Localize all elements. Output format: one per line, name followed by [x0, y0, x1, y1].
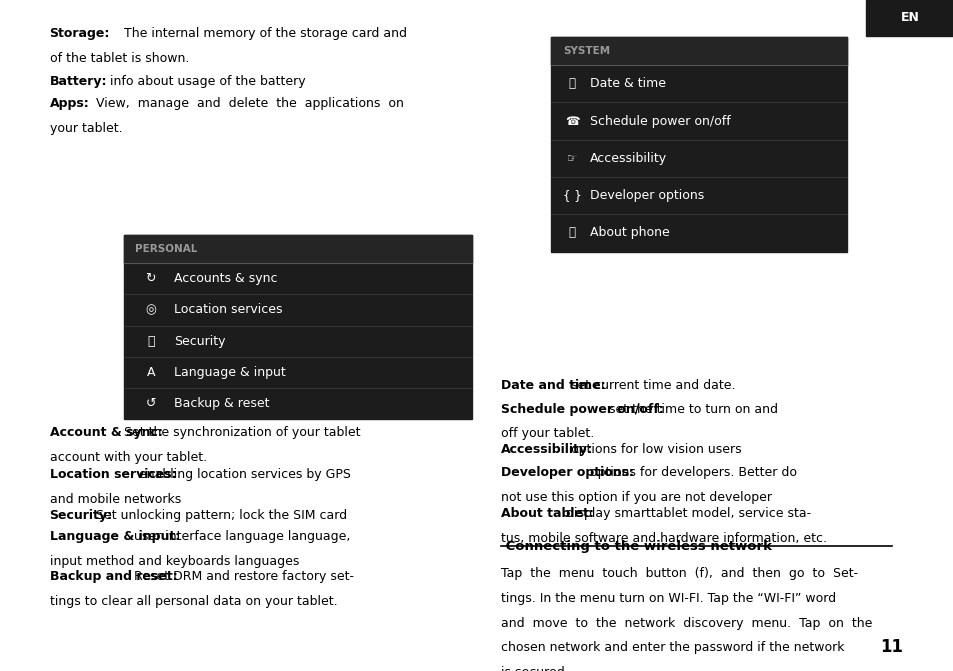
Text: and  move  to  the  network  discovery  menu.  Tap  on  the: and move to the network discovery menu. …: [500, 617, 871, 629]
Text: About phone: About phone: [589, 227, 669, 240]
Text: Accessibility:: Accessibility:: [500, 443, 592, 456]
Text: account with your tablet.: account with your tablet.: [50, 451, 207, 464]
Text: tus, mobile software and hardware information, etc.: tus, mobile software and hardware inform…: [500, 532, 826, 545]
Text: Backup and reset:: Backup and reset:: [50, 570, 177, 583]
Text: 11: 11: [880, 638, 902, 656]
Text: Security:: Security:: [50, 509, 112, 521]
Text: Storage:: Storage:: [50, 27, 110, 40]
Text: Security: Security: [173, 335, 225, 348]
Text: options for low vision users: options for low vision users: [566, 443, 740, 456]
Text: Tap  the  menu  touch  button  (f),  and  then  go  to  Set-: Tap the menu touch button (f), and then …: [500, 567, 857, 580]
Text: About tablet:: About tablet:: [500, 507, 593, 520]
Text: Set unlocking pattern; lock the SIM card: Set unlocking pattern; lock the SIM card: [92, 509, 347, 521]
Bar: [124, 235, 472, 419]
Text: Account & sync:: Account & sync:: [50, 426, 162, 439]
Text: Date & time: Date & time: [589, 77, 665, 90]
Text: your tablet.: your tablet.: [50, 122, 122, 135]
Text: Schedule power on/off: Schedule power on/off: [589, 115, 730, 127]
Text: ⓘ: ⓘ: [568, 227, 576, 240]
Bar: [551, 37, 846, 65]
Text: Language & input: Language & input: [173, 366, 285, 379]
Text: Date and time:: Date and time:: [500, 379, 605, 392]
Text: ⏰: ⏰: [568, 77, 576, 90]
Bar: [865, 0, 953, 36]
Text: PERSONAL: PERSONAL: [135, 244, 197, 254]
Text: input method and keyboards languages: input method and keyboards languages: [50, 555, 298, 568]
Text: tings to clear all personal data on your tablet.: tings to clear all personal data on your…: [50, 595, 336, 608]
Text: Reset DRM and restore factory set-: Reset DRM and restore factory set-: [130, 570, 354, 583]
Text: is secured.: is secured.: [500, 666, 568, 671]
Text: Language & input:: Language & input:: [50, 530, 180, 543]
Text: ↻: ↻: [145, 272, 156, 285]
Text: of the tablet is shown.: of the tablet is shown.: [50, 52, 189, 65]
Text: View,  manage  and  delete  the  applications  on: View, manage and delete the applications…: [91, 97, 403, 110]
Text: Developer options: Developer options: [589, 189, 703, 202]
Text: Apps:: Apps:: [50, 97, 90, 110]
Text: not use this option if you are not developer: not use this option if you are not devel…: [500, 491, 771, 503]
Text: tings. In the menu turn on WI-FI. Tap the “WI-FI” word: tings. In the menu turn on WI-FI. Tap th…: [500, 592, 835, 605]
Text: enabling location services by GPS: enabling location services by GPS: [134, 468, 350, 481]
Text: and mobile networks: and mobile networks: [50, 493, 181, 506]
Text: set the time to turn on and: set the time to turn on and: [604, 403, 777, 415]
Text: Connecting to the wireless network: Connecting to the wireless network: [500, 540, 771, 553]
Text: ↺: ↺: [145, 397, 156, 410]
Text: Set the synchronization of your tablet: Set the synchronization of your tablet: [120, 426, 360, 439]
Text: { }: { }: [562, 189, 581, 202]
Text: EN: EN: [900, 11, 919, 24]
Text: info about usage of the battery: info about usage of the battery: [110, 75, 305, 88]
Text: display smarttablet model, service sta-: display smarttablet model, service sta-: [561, 507, 810, 520]
Text: chosen network and enter the password if the network: chosen network and enter the password if…: [500, 641, 843, 654]
Text: Backup & reset: Backup & reset: [173, 397, 269, 410]
Text: 🔒: 🔒: [147, 335, 154, 348]
Text: off your tablet.: off your tablet.: [500, 427, 594, 440]
Text: ☞: ☞: [566, 152, 578, 165]
Text: Schedule power on/off:: Schedule power on/off:: [500, 403, 663, 415]
Text: set current time and date.: set current time and date.: [566, 379, 735, 392]
Text: The internal memory of the storage card and: The internal memory of the storage card …: [124, 27, 407, 40]
Text: Battery:: Battery:: [50, 75, 107, 88]
Text: user interface language language,: user interface language language,: [130, 530, 350, 543]
Text: ◎: ◎: [145, 303, 156, 317]
Text: Location services:: Location services:: [50, 468, 176, 481]
Text: ☎: ☎: [564, 115, 579, 127]
Bar: [551, 37, 846, 252]
Text: A: A: [147, 366, 154, 379]
Text: Accessibility: Accessibility: [589, 152, 666, 165]
Text: options for developers. Better do: options for developers. Better do: [585, 466, 796, 478]
Text: Location services: Location services: [173, 303, 282, 317]
Bar: [124, 235, 472, 263]
Text: SYSTEM: SYSTEM: [562, 46, 609, 56]
Text: Accounts & sync: Accounts & sync: [173, 272, 276, 285]
Text: Developer options:: Developer options:: [500, 466, 633, 478]
